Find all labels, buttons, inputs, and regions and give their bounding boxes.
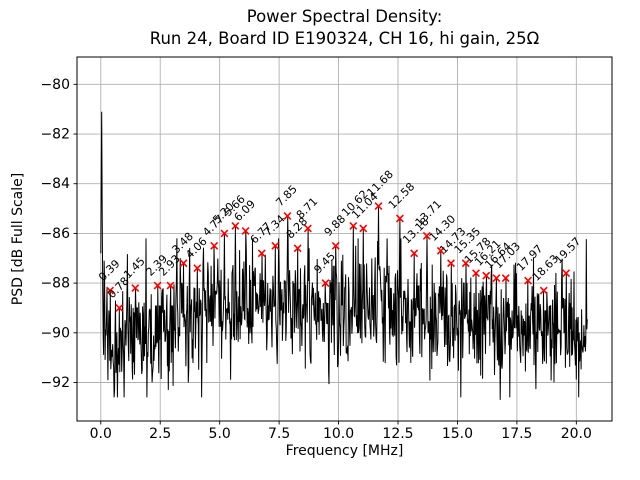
peak-marker-x-icon (331, 241, 340, 250)
peak-marker-x-icon (231, 221, 240, 230)
y-tick-label: −80 (40, 77, 70, 93)
peak-marker-x-icon (461, 259, 470, 268)
peak-marker-x-icon (179, 259, 188, 268)
peak-marker-x-icon (422, 231, 431, 240)
x-tick-label: 2.5 (149, 426, 171, 442)
y-axis-label: PSD [dB Full Scale] (10, 172, 26, 306)
peak-marker-x-icon (374, 202, 383, 211)
peak-marker-x-icon (524, 276, 533, 285)
peak-marker-x-icon (283, 212, 292, 220)
grid-lines (77, 57, 612, 421)
x-tick-labels: 0.0 2.5 5.0 7.5 10.0 12.5 15.0 17.5 20.0 (90, 426, 592, 442)
peak-frequency-labels: 0.390.781.452.392.933.484.064.775.205.66… (96, 168, 583, 301)
peak-marker-x-icon (349, 221, 358, 230)
peak-marker-x-icon (166, 281, 175, 290)
x-tick-label: 15.0 (442, 426, 473, 442)
peak-marker-x-icon (210, 241, 219, 250)
y-tick-labels: −80 −82 −84 −86 −88 −90 −92 (40, 77, 70, 391)
x-tick-label: 20.0 (561, 426, 592, 442)
peak-marker-x-icon (321, 279, 330, 288)
peak-marker-x-icon (562, 269, 571, 278)
peak-marker-x-icon (115, 303, 124, 312)
peak-marker-x-icon (447, 259, 455, 268)
peak-marker-x-icon (501, 274, 510, 283)
x-tick-label: 10.0 (323, 426, 354, 442)
peak-marker-x-icon (293, 244, 302, 253)
peak-marker-x-icon (257, 249, 266, 258)
y-tick-label: −84 (40, 176, 70, 192)
peak-frequency-label: 7.85 (273, 183, 300, 210)
y-tick-label: −82 (40, 127, 70, 143)
peak-marker-x-icon (106, 286, 115, 295)
axes-spines (76, 56, 613, 422)
peak-marker-x-icon (241, 226, 250, 235)
peak-marker-x-icon (539, 286, 548, 295)
x-tick-label: 7.5 (268, 426, 290, 442)
chart-title-line1: Power Spectral Density: (246, 7, 443, 26)
chart-title-line2: Run 24, Board ID E190324, CH 16, hi gain… (149, 29, 540, 48)
peak-frequency-label: 9.45 (311, 250, 338, 277)
peak-marker-x-icon (303, 224, 312, 233)
peak-marker-x-icon (410, 249, 419, 258)
y-tick-label: −90 (40, 325, 70, 341)
peak-marker-x-icon (359, 224, 368, 233)
peak-frequency-label: 8.71 (294, 195, 321, 222)
chart-title: Power Spectral Density: Run 24, Board ID… (77, 6, 612, 50)
psd-trace (100, 111, 588, 400)
y-tick-label: −86 (40, 226, 70, 242)
peak-marker-x-icon (436, 246, 445, 255)
peak-marker-x-icon (472, 269, 480, 278)
peak-marker-x-icon (271, 241, 280, 250)
peak-marker-x-icon (482, 271, 491, 280)
peak-marker-x-icon (153, 281, 162, 290)
peak-markers (106, 202, 571, 312)
x-axis-label: Frequency [MHz] (285, 443, 404, 459)
axis-ticks (73, 83, 577, 425)
peak-marker-x-icon (220, 229, 229, 238)
peak-marker-x-icon (395, 214, 404, 223)
y-tick-label: −92 (40, 375, 70, 391)
peak-marker-x-icon (492, 274, 501, 283)
peak-frequency-label: 19.57 (552, 235, 583, 266)
y-tick-label: −88 (40, 276, 70, 292)
x-tick-label: 0.0 (90, 426, 112, 442)
peak-frequency-label: 12.58 (386, 180, 417, 211)
x-tick-label: 17.5 (501, 426, 532, 442)
x-tick-label: 12.5 (382, 426, 413, 442)
peak-frequency-label: 9.88 (322, 212, 349, 239)
peak-frequency-label: 7.34 (261, 212, 288, 239)
peak-marker-x-icon (131, 284, 140, 293)
x-tick-label: 5.0 (209, 426, 231, 442)
peak-marker-x-icon (193, 264, 202, 273)
